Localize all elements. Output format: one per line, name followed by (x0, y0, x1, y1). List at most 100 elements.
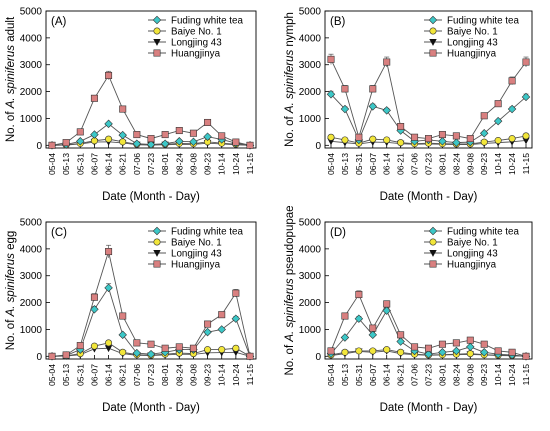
legend-marker (153, 27, 161, 35)
data-point (341, 85, 349, 93)
legend-label: Huangjinya (447, 49, 497, 60)
data-point (522, 352, 530, 360)
y-tick-label: 2000 (299, 87, 322, 98)
legend-label: Baiye No. 1 (447, 238, 498, 249)
x-tick-label: 08-24 (174, 153, 184, 175)
data-point (493, 116, 503, 126)
legend-label: Longjing 43 (171, 249, 222, 260)
y-axis-label-species: A. spiniferus (284, 50, 296, 115)
data-point (189, 137, 198, 147)
data-point (105, 71, 113, 79)
x-tick-label: 08-24 (451, 153, 461, 175)
data-point (327, 133, 335, 141)
data-point (327, 55, 335, 63)
y-tick-label: 2000 (20, 298, 43, 309)
x-tick-label: 08-24 (174, 364, 184, 386)
legend-marker (429, 38, 437, 46)
data-point (452, 132, 460, 140)
data-point (76, 342, 84, 350)
legend-marker (153, 260, 161, 268)
y-axis-label-suffix: adult (5, 16, 17, 45)
data-point (62, 139, 70, 147)
x-tick-label: 09-08 (465, 153, 475, 175)
legend-label: Fuding white tea (447, 227, 519, 238)
data-point (232, 289, 240, 297)
y-tick-label: 1000 (299, 325, 322, 336)
x-tick-label: 07-23 (424, 364, 434, 386)
data-point (105, 135, 113, 143)
y-axis-label-species: A. spiniferus (284, 278, 296, 343)
plot-frame (45, 10, 257, 149)
data-point (466, 342, 475, 352)
y-axis-label-prefix: No. of (5, 316, 17, 350)
x-tick-label: 08-01 (160, 153, 170, 175)
legend-label: Fuding white tea (447, 16, 519, 27)
data-point (480, 138, 488, 146)
x-tick-label: 06-14 (104, 153, 114, 175)
data-point (355, 291, 363, 299)
data-point (161, 344, 169, 352)
y-tick-label: 4000 (299, 33, 322, 44)
data-point (232, 344, 240, 352)
data-point (369, 347, 377, 355)
data-point (119, 348, 127, 356)
legend-marker (152, 15, 162, 25)
data-point (119, 312, 127, 320)
x-tick-label: 06-21 (118, 364, 128, 386)
data-point (246, 141, 254, 149)
x-tick-label: 05-04 (47, 364, 57, 386)
y-axis-label-prefix: No. of (284, 113, 296, 147)
data-point (424, 135, 432, 143)
x-axis-label: Date (Month - Day) (102, 402, 200, 414)
data-point (438, 340, 446, 348)
y-tick-label: 5000 (299, 218, 322, 229)
data-point (341, 348, 349, 356)
x-tick-label: 05-31 (354, 364, 364, 386)
x-tick-label: 05-31 (354, 153, 364, 175)
chart-panel-d: 0 1000 2000 3000 4000 5000 05-04 05-13 05-31 06-0… (284, 205, 533, 414)
legend-label: Longjing 43 (447, 38, 498, 49)
data-point (397, 331, 405, 339)
data-point (146, 140, 156, 149)
data-point (132, 139, 142, 148)
panel-label: (A) (51, 16, 67, 28)
data-point (522, 132, 530, 140)
legend-marker (429, 49, 437, 57)
legend-label: Baiye No. 1 (171, 238, 222, 249)
data-point (146, 349, 156, 359)
x-tick-label: 09-23 (479, 153, 489, 175)
x-tick-label: 11-15 (521, 153, 531, 175)
chart-panel-b: 0 1000 2000 3000 4000 5000 05-04 05-13 05-31 06-0… (284, 7, 533, 203)
data-point (217, 325, 226, 334)
data-point (354, 314, 364, 323)
y-tick-label: 3000 (20, 271, 43, 282)
data-point (480, 340, 488, 348)
data-point (396, 337, 405, 346)
data-point (508, 135, 516, 143)
x-tick-label: 10-14 (493, 364, 503, 386)
data-point (424, 349, 433, 359)
y-tick-label: 3000 (299, 60, 322, 71)
panel-label: (B) (330, 16, 346, 28)
x-tick-label: 06-07 (89, 364, 99, 386)
data-point (204, 118, 212, 126)
x-tick-label: 05-04 (326, 153, 336, 175)
x-axis-label: Date (Month - Day) (380, 402, 478, 414)
data-point (382, 106, 391, 115)
legend-label: Longjing 43 (447, 249, 498, 260)
data-point (160, 139, 170, 148)
y-tick-label: 4000 (20, 244, 43, 255)
data-point (369, 135, 377, 143)
y-axis-label-suffix: nymph (284, 12, 296, 50)
y-axis-label: No. of A. spiniferus nymph (284, 12, 296, 147)
x-axis-label: Date (Month - Day) (102, 191, 200, 203)
data-point (204, 346, 212, 354)
data-point (147, 340, 155, 348)
data-point (438, 131, 446, 139)
x-tick-label: 11-15 (521, 364, 531, 386)
data-point (119, 138, 127, 146)
data-point (494, 347, 502, 355)
x-tick-label: 08-01 (437, 364, 447, 386)
y-tick-label: 1000 (20, 114, 43, 125)
legend-marker (429, 250, 437, 257)
